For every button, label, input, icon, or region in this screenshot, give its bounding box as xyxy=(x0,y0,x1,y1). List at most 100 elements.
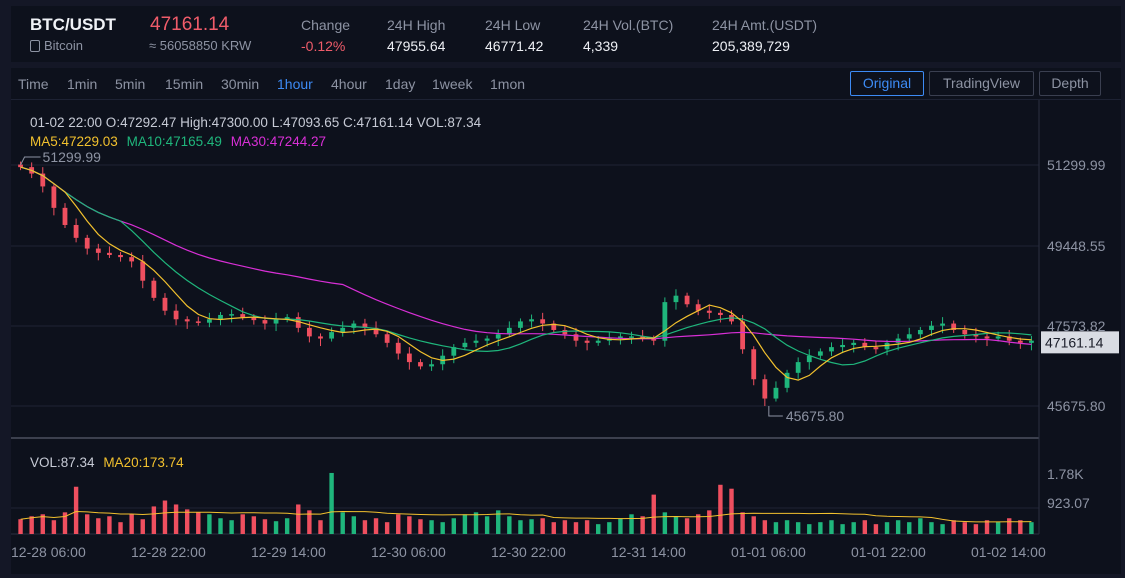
candle xyxy=(951,323,957,330)
volume-bar xyxy=(573,522,579,534)
ohlc-legend: 01-02 22:00 O:47292.47 High:47300.00 L:4… xyxy=(30,115,482,130)
volume-bar xyxy=(984,520,990,534)
candle xyxy=(695,304,701,311)
tab-time[interactable]: Time xyxy=(18,76,49,92)
coin-icon xyxy=(30,40,40,52)
volume-bar xyxy=(751,516,756,534)
volume-bar xyxy=(829,520,834,534)
stat-value: 46771.42 xyxy=(485,38,544,54)
candle xyxy=(817,351,823,356)
ticker-bar: BTC/USDT Bitcoin 47161.14 ≈ 56058850 KRW… xyxy=(11,6,1121,62)
candle xyxy=(118,254,123,258)
volume-bar xyxy=(718,484,723,534)
volume-bar xyxy=(151,506,157,534)
volume-bar xyxy=(607,522,612,534)
candle xyxy=(929,325,934,330)
candle xyxy=(906,334,912,339)
volume-bar xyxy=(540,518,545,534)
candle xyxy=(384,334,390,343)
volume-bar xyxy=(418,519,423,534)
symbol-title: BTC/USDT xyxy=(30,15,116,34)
time-tick-label: 01-02 14:00 xyxy=(971,544,1046,560)
volume-bar xyxy=(51,520,57,534)
volume-bar xyxy=(818,522,823,534)
stat-24h-low: 24H Low 46771.42 xyxy=(485,17,543,54)
volume-bar xyxy=(118,522,123,534)
tab-1min[interactable]: 1min xyxy=(67,76,98,92)
price-tick-label: 45675.80 xyxy=(1047,398,1106,414)
volume-bar xyxy=(351,516,357,534)
candle xyxy=(484,338,490,341)
volume-bar xyxy=(262,519,268,534)
ma5-label: MA5:47229.03 xyxy=(30,134,118,149)
candle xyxy=(18,164,23,168)
tab-1day[interactable]: 1day xyxy=(385,76,416,92)
candle xyxy=(773,387,779,399)
candle xyxy=(251,317,257,321)
volume-bar xyxy=(96,518,101,534)
volume-tick-label: 923.07 xyxy=(1047,495,1090,511)
volume-bar xyxy=(596,524,601,534)
tab-1mon[interactable]: 1mon xyxy=(490,76,526,92)
ma10-line xyxy=(20,166,1032,366)
volume-bar xyxy=(362,520,368,534)
max-pointer xyxy=(20,156,41,166)
candle xyxy=(917,329,923,335)
candle xyxy=(73,224,79,238)
time-tick-label: 12-30 06:00 xyxy=(371,544,446,560)
volume-bar xyxy=(473,512,479,534)
candle xyxy=(573,334,579,341)
last-price-tag xyxy=(1041,331,1119,354)
stat-change: Change -0.12% xyxy=(301,17,350,54)
candle xyxy=(218,314,223,320)
tab-15min[interactable]: 15min xyxy=(165,76,204,92)
volume-bar xyxy=(640,516,645,534)
time-tick-label: 12-29 14:00 xyxy=(251,544,326,560)
last-price-tag-label: 47161.14 xyxy=(1045,334,1104,350)
candle xyxy=(184,319,190,322)
tab-30min[interactable]: 30min xyxy=(221,76,260,92)
volume-bar xyxy=(762,520,768,534)
price-tick-label: 47573.82 xyxy=(1047,318,1106,334)
volume-bar xyxy=(196,512,201,534)
volume-bar xyxy=(840,524,845,534)
candle xyxy=(162,297,168,311)
volume-bar xyxy=(407,516,412,534)
ma-legend: MA5:47229.03 MA10:47165.49 MA30:47244.27 xyxy=(30,134,331,149)
volume-bar xyxy=(184,509,190,534)
volume-bar xyxy=(29,516,34,534)
volume-bar xyxy=(240,514,245,534)
candle xyxy=(795,362,801,373)
volume-bar xyxy=(740,512,745,534)
tab-5min[interactable]: 5min xyxy=(115,76,146,92)
candle xyxy=(306,327,312,337)
volume-bar xyxy=(929,522,934,534)
candle xyxy=(273,319,279,324)
volume-bar xyxy=(662,512,668,534)
tab-1hour[interactable]: 1hour xyxy=(277,76,313,92)
candle xyxy=(340,327,346,333)
stat-label: Change xyxy=(301,17,351,33)
time-tick-label: 12-28 06:00 xyxy=(11,544,86,560)
chart-panel: Time 1min 5min 15min 30min 1hour 4hour 1… xyxy=(11,68,1121,574)
candle xyxy=(351,323,357,328)
coin-name: Bitcoin xyxy=(44,38,84,53)
candle xyxy=(540,319,546,324)
candle xyxy=(84,237,90,249)
original-view-button[interactable]: Original xyxy=(850,71,924,96)
candle xyxy=(806,355,812,363)
time-tick-label: 01-01 06:00 xyxy=(731,544,806,560)
candle xyxy=(262,320,268,324)
depth-button[interactable]: Depth xyxy=(1039,71,1101,96)
candlestick-chart[interactable]: 51299.99 49448.55 47573.82 45675.80 47161.14… xyxy=(11,68,1121,574)
volume-bar xyxy=(584,520,590,534)
candle xyxy=(595,340,601,343)
candle xyxy=(884,342,890,350)
tab-4hour[interactable]: 4hour xyxy=(331,76,367,92)
volume-bar xyxy=(962,522,967,534)
candle xyxy=(151,280,157,298)
tab-1week[interactable]: 1week xyxy=(432,76,473,92)
tradingview-button[interactable]: TradingView xyxy=(929,71,1034,96)
volume-bar xyxy=(918,518,923,534)
volume-bar xyxy=(85,514,90,534)
